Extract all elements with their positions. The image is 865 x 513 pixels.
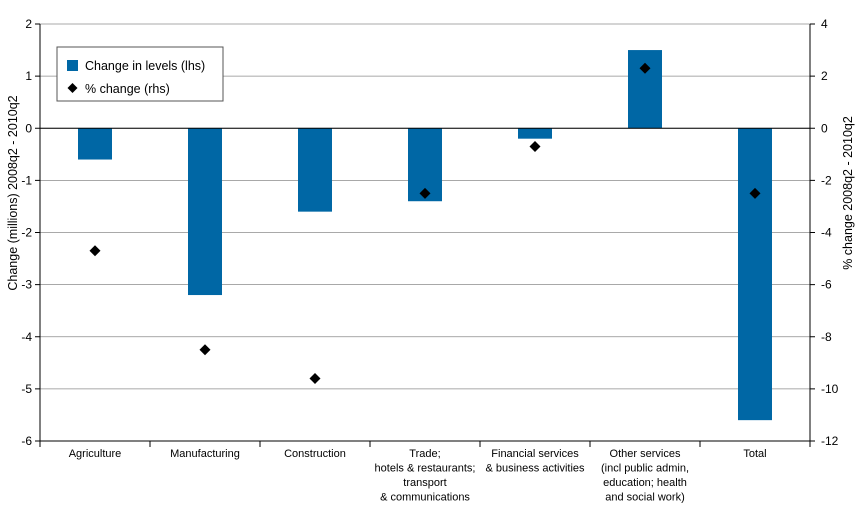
left-axis-title: Change (millions) 2008q2 - 2010q2: [6, 95, 20, 290]
diamond-marker: [199, 344, 211, 356]
category-label-line: & communications: [380, 492, 470, 504]
legend: Change in levels (lhs) % change (rhs): [56, 46, 224, 102]
category-label-line: hotels & restaurants;: [375, 463, 476, 475]
category-label-line: & business activities: [485, 463, 585, 475]
category-labels: Agriculture Manufacturing Construction Trad…: [69, 448, 767, 504]
category-label: Trade; hotels & restaurants; transport & co…: [375, 448, 476, 504]
category-label-line: Total: [743, 448, 766, 460]
right-tick-label: -2: [821, 173, 832, 187]
diamond-marker: [419, 187, 431, 199]
bar: [188, 128, 222, 296]
bars: [78, 50, 772, 421]
diamond-marker: [529, 140, 541, 152]
right-tick-label: -4: [821, 226, 832, 240]
bar: [518, 128, 552, 139]
right-tick-label: 0: [821, 121, 828, 135]
category-label-line: (incl public admin,: [601, 463, 689, 475]
left-tick-label: 0: [25, 121, 32, 135]
right-tick-label: -8: [821, 330, 832, 344]
left-tick-label: -4: [21, 330, 32, 344]
left-axis-tick-labels: 2 1 0 -1 -2 -3 -4 -5 -6: [21, 17, 32, 448]
legend-bar-swatch: [67, 60, 78, 71]
category-label-line: Financial services: [491, 448, 579, 460]
right-tick-label: -12: [821, 434, 839, 448]
category-label-line: Agriculture: [69, 448, 122, 460]
markers: [89, 62, 761, 384]
left-tick-label: 1: [25, 69, 32, 83]
legend-box: [56, 46, 224, 102]
legend-label-bars: Change in levels (lhs): [85, 59, 205, 73]
category-label-line: Construction: [284, 448, 346, 460]
left-tick-label: -5: [21, 382, 32, 396]
axes: [35, 23, 815, 447]
bar: [628, 50, 662, 129]
left-tick-label: 2: [25, 17, 32, 31]
left-tick-label: -3: [21, 278, 32, 292]
left-tick-label: -2: [21, 226, 32, 240]
bar: [738, 128, 772, 421]
diamond-marker: [89, 245, 101, 257]
left-tick-label: -1: [21, 173, 32, 187]
category-label: Construction: [284, 448, 346, 460]
category-label-line: transport: [403, 477, 446, 489]
category-label-line: Trade;: [409, 448, 440, 460]
bar: [78, 128, 112, 160]
diamond-marker: [309, 372, 321, 384]
bar: [298, 128, 332, 212]
right-tick-label: 2: [821, 69, 828, 83]
legend-diamond-marker: [67, 83, 78, 93]
category-label-line: Manufacturing: [170, 448, 240, 460]
category-label-line: Other services: [610, 448, 681, 460]
category-label: Agriculture: [69, 448, 122, 460]
right-tick-label: 4: [821, 17, 828, 31]
category-label: Other services (incl public admin, educati…: [601, 448, 689, 504]
category-label-line: education; health: [603, 477, 687, 489]
diamond-marker: [639, 62, 651, 74]
category-label: Total: [743, 448, 766, 460]
category-label: Manufacturing: [170, 448, 240, 460]
category-label: Financial services & business activities: [485, 448, 585, 475]
right-tick-label: -10: [821, 382, 839, 396]
category-label-line: and social work): [605, 492, 684, 504]
right-axis-tick-labels: 4 2 0 -2 -4 -6 -8 -10 -12: [821, 17, 839, 448]
right-tick-label: -6: [821, 278, 832, 292]
diamond-marker: [749, 187, 761, 199]
left-tick-label: -6: [21, 434, 32, 448]
legend-label-markers: % change (rhs): [85, 82, 170, 96]
right-axis-title: % change 2008q2 - 2010q2: [841, 116, 855, 270]
